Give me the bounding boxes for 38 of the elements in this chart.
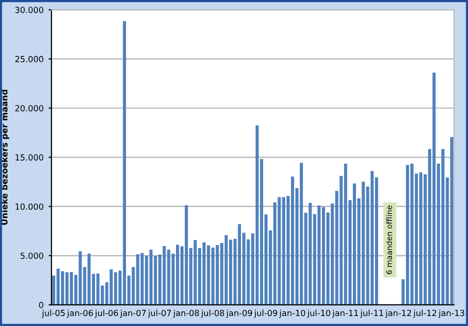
x-tick-label: jul-05 <box>42 310 65 318</box>
x-tick-label: jan-06 <box>66 310 93 318</box>
x-tick-label: jul-09 <box>254 310 278 318</box>
y-tick-label: 10.000 <box>16 203 44 210</box>
x-tick-label: jul-08 <box>201 310 224 318</box>
x-tick-label: jul-10 <box>307 310 330 318</box>
x-tick-label: jul-12 <box>413 310 436 318</box>
bar <box>322 207 326 305</box>
bar <box>162 246 166 305</box>
x-tick-label: jul-11 <box>360 310 384 318</box>
y-tick-label: 0 <box>39 302 44 308</box>
bar <box>194 240 197 305</box>
x-tick-label: jan-08 <box>173 310 199 318</box>
x-tick-label: jan-09 <box>226 310 252 318</box>
bar <box>122 21 126 305</box>
x-tick-label: jan-13 <box>438 310 464 318</box>
bar <box>149 250 153 305</box>
x-tick-label: jul-06 <box>94 310 118 318</box>
bar <box>176 244 180 305</box>
y-tick-label: 30.000 <box>15 6 44 14</box>
x-tick-label: jan-12 <box>385 310 411 318</box>
bar <box>290 176 294 305</box>
bar <box>78 251 82 305</box>
x-tick-label: jan-10 <box>279 310 306 318</box>
y-tick-label: 15.000 <box>16 154 44 161</box>
x-tick-label: jan-07 <box>120 310 146 318</box>
bar <box>206 245 210 305</box>
y-tick-label: 25.000 <box>15 56 44 62</box>
bar <box>136 254 140 305</box>
bar <box>406 164 410 305</box>
bar <box>450 137 454 305</box>
bar <box>278 197 281 305</box>
x-tick-label: jul-07 <box>148 310 171 318</box>
bar <box>65 272 69 305</box>
y-tick-label: 5.000 <box>20 252 44 259</box>
x-tick-label: jan-11 <box>332 310 358 318</box>
bar <box>60 271 64 305</box>
y-tick-label: 20.000 <box>15 105 44 112</box>
